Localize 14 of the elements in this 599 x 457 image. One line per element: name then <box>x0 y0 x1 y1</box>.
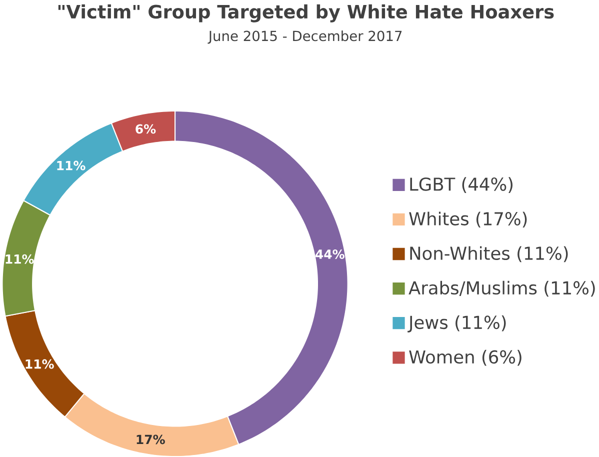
data-label: 17% <box>136 434 165 444</box>
data-label: 44% <box>315 249 344 259</box>
chart-subtitle: June 2015 - December 2017 <box>208 30 402 44</box>
legend-label: Jews (11%) <box>408 315 506 332</box>
legend-label: Non-Whites (11%) <box>410 246 568 262</box>
legend-label: Whites (17%) <box>409 212 527 228</box>
legend-label: Women (6%) <box>409 350 522 366</box>
legend-label: Arabs/Muslims (11%) <box>408 280 595 297</box>
data-label: 11% <box>26 359 54 369</box>
data-label: 6% <box>136 124 156 134</box>
chart-title: "Victim" Group Targeted by White Hate Hoaxers <box>58 4 554 22</box>
legend-label: LGBT (44%) <box>410 177 512 193</box>
data-label: 11% <box>57 160 86 170</box>
data-label: 11% <box>6 254 34 264</box>
